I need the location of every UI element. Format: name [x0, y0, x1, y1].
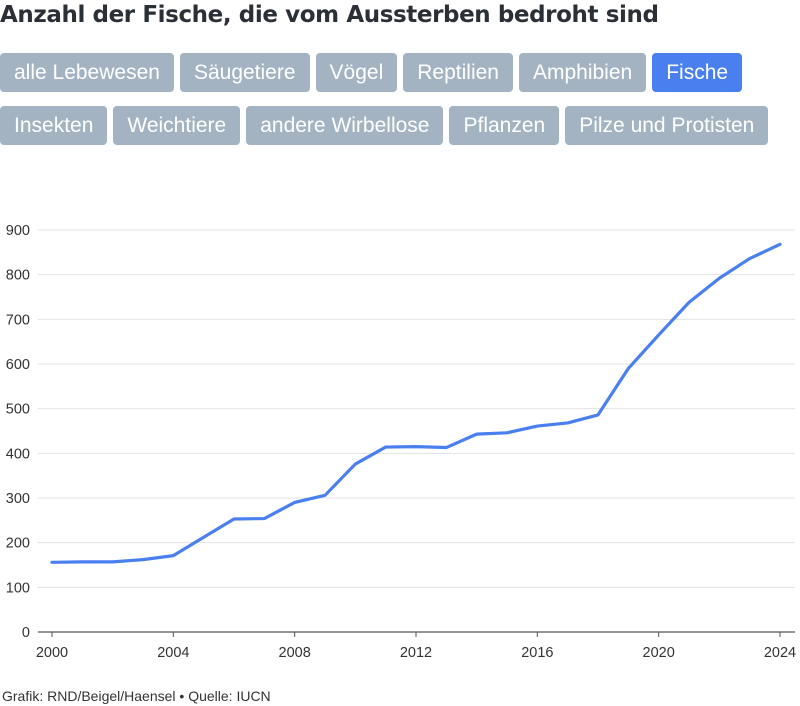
x-tick-label: 2016	[521, 645, 553, 661]
y-tick-label: 600	[6, 357, 30, 373]
filter-button-reptilien[interactable]: Reptilien	[403, 53, 513, 92]
filter-button-group: alle Lebewesen Säugetiere Vögel Reptilien Am…	[0, 53, 800, 145]
y-tick-label: 300	[6, 491, 30, 507]
filter-button-pilze-und-protisten[interactable]: Pilze und Protisten	[565, 106, 769, 145]
x-tick-label: 2008	[279, 645, 311, 661]
x-tick-label: 2024	[764, 645, 796, 661]
y-tick-label: 800	[6, 268, 30, 284]
x-tick-label: 2012	[400, 645, 432, 661]
y-tick-label: 400	[6, 446, 30, 462]
filter-button-weichtiere[interactable]: Weichtiere	[113, 106, 241, 145]
filter-button-insekten[interactable]: Insekten	[0, 106, 108, 145]
y-tick-label: 500	[6, 402, 30, 418]
filter-button-fische[interactable]: Fische	[652, 53, 743, 92]
filter-button-amphibien[interactable]: Amphibien	[518, 53, 647, 92]
x-tick-label: 2020	[643, 645, 675, 661]
source-credit: Grafik: RND/Beigel/Haensel • Quelle: IUC…	[2, 688, 271, 704]
x-tick-label: 2004	[157, 645, 189, 661]
y-tick-label: 700	[6, 312, 30, 328]
filter-button-vögel[interactable]: Vögel	[315, 53, 398, 92]
filter-button-andere-wirbellose[interactable]: andere Wirbellose	[246, 106, 444, 145]
chart-title: Anzahl der Fische, die vom Aussterben be…	[0, 2, 659, 28]
y-tick-label: 900	[6, 223, 30, 239]
y-tick-label: 0	[22, 625, 30, 641]
x-tick-label: 2000	[36, 645, 68, 661]
filter-button-alle-lebewesen[interactable]: alle Lebewesen	[0, 53, 174, 92]
line-chart: 0 100 200 300 400 500 600 700 800 900 2000 2004 2008…	[6, 223, 796, 661]
series-line	[50, 242, 782, 564]
filter-button-säugetiere[interactable]: Säugetiere	[179, 53, 310, 92]
y-tick-label: 200	[6, 536, 30, 552]
y-tick-label: 100	[6, 580, 30, 596]
filter-button-pflanzen[interactable]: Pflanzen	[449, 106, 560, 145]
